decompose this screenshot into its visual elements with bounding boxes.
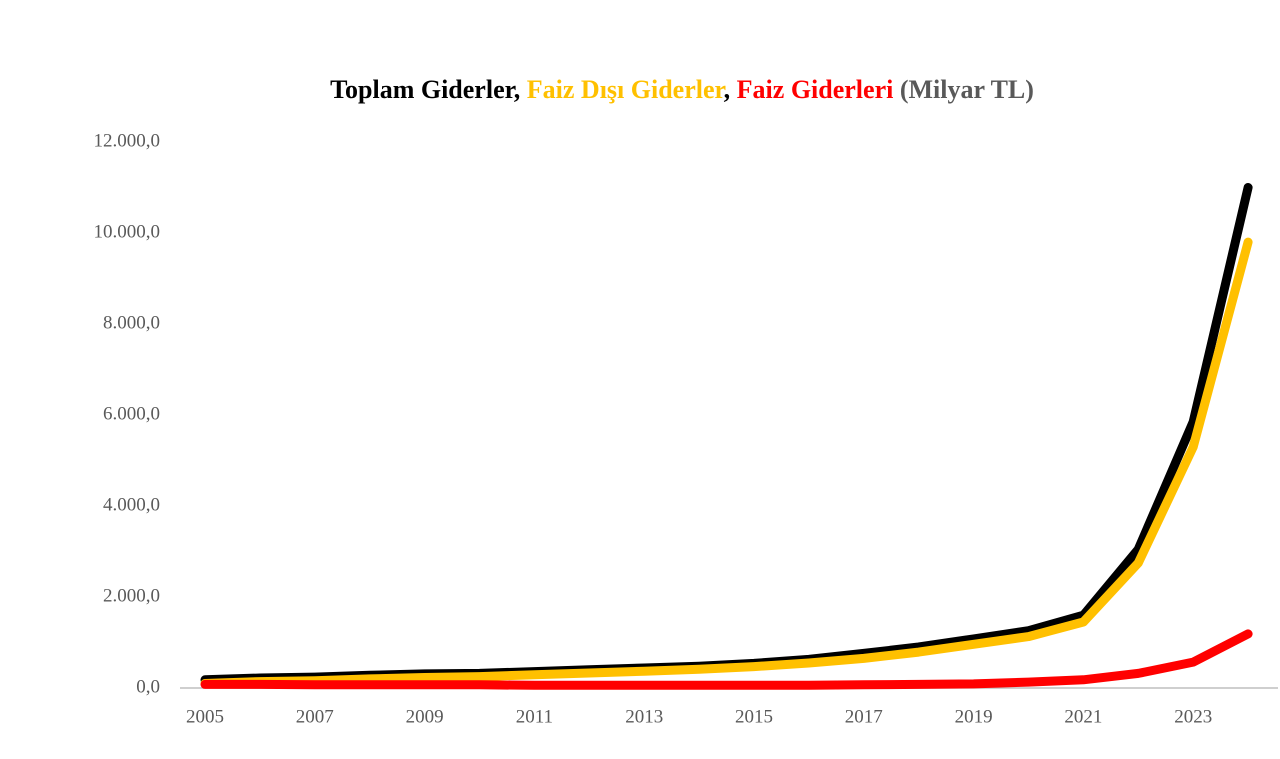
x-tick-label: 2019	[955, 706, 993, 727]
x-tick-label: 2007	[296, 706, 334, 727]
x-tick-label: 2023	[1174, 706, 1212, 727]
y-tick-label: 10.000,0	[94, 221, 161, 242]
x-tick-label: 2017	[845, 706, 883, 727]
title-part: Toplam Giderler	[330, 75, 516, 104]
title-part: ,	[514, 75, 527, 104]
x-tick-label: 2005	[186, 706, 224, 727]
y-tick-label: 12.000,0	[94, 130, 161, 151]
y-tick-label: 2.000,0	[103, 585, 160, 606]
x-tick-label: 2013	[625, 706, 663, 727]
chart-title: Toplam Giderler, Faiz Dışı Giderler, Fai…	[330, 75, 1034, 104]
x-tick-label: 2015	[735, 706, 773, 727]
x-tick-label: 2011	[516, 706, 553, 727]
y-tick-label: 4.000,0	[103, 494, 160, 515]
x-tick-label: 2021	[1064, 706, 1102, 727]
x-tick-label: 2009	[406, 706, 444, 727]
title-part: Faiz Giderleri	[737, 75, 894, 104]
y-tick-label: 8.000,0	[103, 312, 160, 333]
y-tick-label: 6.000,0	[103, 403, 160, 424]
series-line	[200, 237, 1253, 688]
y-tick-label: 0,0	[136, 676, 160, 697]
series-line	[200, 183, 1253, 685]
title-part: (Milyar TL)	[893, 75, 1034, 104]
title-part: Faiz Dışı Giderler	[527, 75, 726, 104]
title-part: ,	[724, 75, 737, 104]
series-line	[200, 629, 1253, 690]
